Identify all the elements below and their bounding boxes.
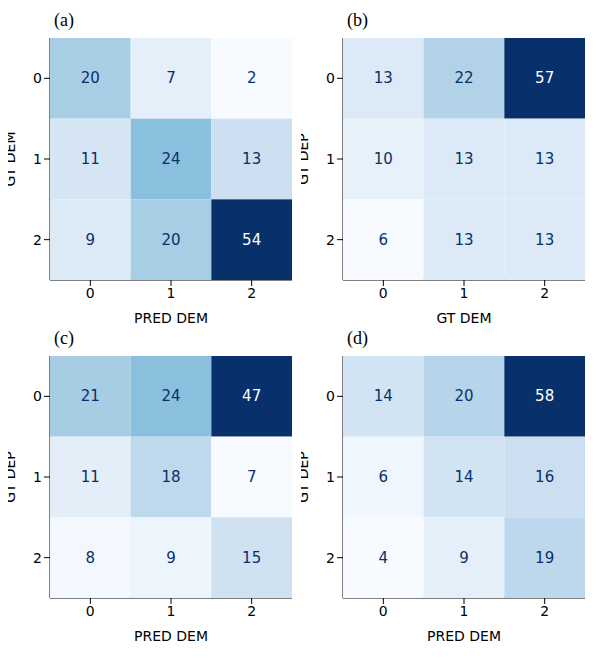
svg-text:13: 13: [454, 231, 473, 249]
svg-text:15: 15: [242, 549, 261, 567]
svg-text:GT DEM: GT DEM: [8, 131, 18, 186]
svg-text:1: 1: [167, 603, 176, 619]
svg-text:2: 2: [326, 550, 335, 566]
svg-text:GT DEM: GT DEM: [436, 310, 491, 326]
svg-text:GT DEP: GT DEP: [301, 451, 311, 502]
html-text:(a): (a): [54, 10, 74, 30]
svg-text:9: 9: [166, 549, 176, 567]
svg-text:10: 10: [374, 150, 393, 168]
svg-text:4: 4: [379, 549, 389, 567]
svg-text:0: 0: [33, 388, 42, 404]
svg-text:2: 2: [33, 550, 42, 566]
svg-text:2: 2: [247, 285, 256, 301]
svg-text:GT DEP: GT DEP: [8, 451, 18, 502]
svg-text:1: 1: [460, 285, 469, 301]
svg-text:0: 0: [379, 603, 388, 619]
svg-text:47: 47: [242, 387, 261, 405]
svg-text:0: 0: [326, 70, 335, 86]
svg-text:11: 11: [81, 150, 100, 168]
svg-text:58: 58: [535, 387, 554, 405]
svg-text:0: 0: [86, 285, 95, 301]
svg-text:13: 13: [374, 69, 393, 87]
html-text:(b): (b): [347, 10, 368, 30]
svg-text:1: 1: [167, 285, 176, 301]
svg-text:57: 57: [535, 69, 554, 87]
svg-text:PRED DEM: PRED DEM: [134, 310, 208, 326]
svg-text:13: 13: [454, 150, 473, 168]
svg-text:6: 6: [379, 231, 389, 249]
svg-text:14: 14: [374, 387, 393, 405]
html-text:(c): (c): [54, 328, 74, 348]
svg-text:9: 9: [459, 549, 469, 567]
svg-text:13: 13: [535, 150, 554, 168]
svg-text:24: 24: [161, 387, 180, 405]
svg-text:PRED DEM: PRED DEM: [427, 628, 501, 644]
svg-text:2: 2: [33, 232, 42, 248]
svg-text:0: 0: [33, 70, 42, 86]
svg-text:2: 2: [540, 285, 549, 301]
svg-text:9: 9: [86, 231, 96, 249]
svg-text:0: 0: [86, 603, 95, 619]
svg-text:20: 20: [161, 231, 180, 249]
svg-text:18: 18: [161, 468, 180, 486]
svg-text:0: 0: [379, 285, 388, 301]
svg-text:11: 11: [81, 468, 100, 486]
svg-text:1: 1: [33, 151, 42, 167]
svg-text:2: 2: [247, 69, 257, 87]
svg-text:20: 20: [81, 69, 100, 87]
svg-text:24: 24: [161, 150, 180, 168]
svg-text:1: 1: [326, 469, 335, 485]
svg-text:2: 2: [326, 232, 335, 248]
html-text:(d): (d): [347, 328, 368, 348]
svg-text:2: 2: [540, 603, 549, 619]
svg-text:1: 1: [326, 151, 335, 167]
svg-text:19: 19: [535, 549, 554, 567]
svg-text:1: 1: [33, 469, 42, 485]
svg-text:6: 6: [379, 468, 389, 486]
svg-text:21: 21: [81, 387, 100, 405]
svg-text:0: 0: [326, 388, 335, 404]
svg-text:13: 13: [242, 150, 261, 168]
svg-text:1: 1: [460, 603, 469, 619]
svg-text:GT DEP: GT DEP: [301, 133, 311, 184]
svg-text:54: 54: [242, 231, 261, 249]
svg-text:13: 13: [535, 231, 554, 249]
svg-text:22: 22: [454, 69, 473, 87]
svg-text:2: 2: [247, 603, 256, 619]
svg-text:20: 20: [454, 387, 473, 405]
svg-text:14: 14: [454, 468, 473, 486]
svg-text:PRED DEM: PRED DEM: [134, 628, 208, 644]
svg-text:8: 8: [86, 549, 96, 567]
svg-text:16: 16: [535, 468, 554, 486]
svg-text:7: 7: [247, 468, 257, 486]
svg-text:7: 7: [166, 69, 176, 87]
